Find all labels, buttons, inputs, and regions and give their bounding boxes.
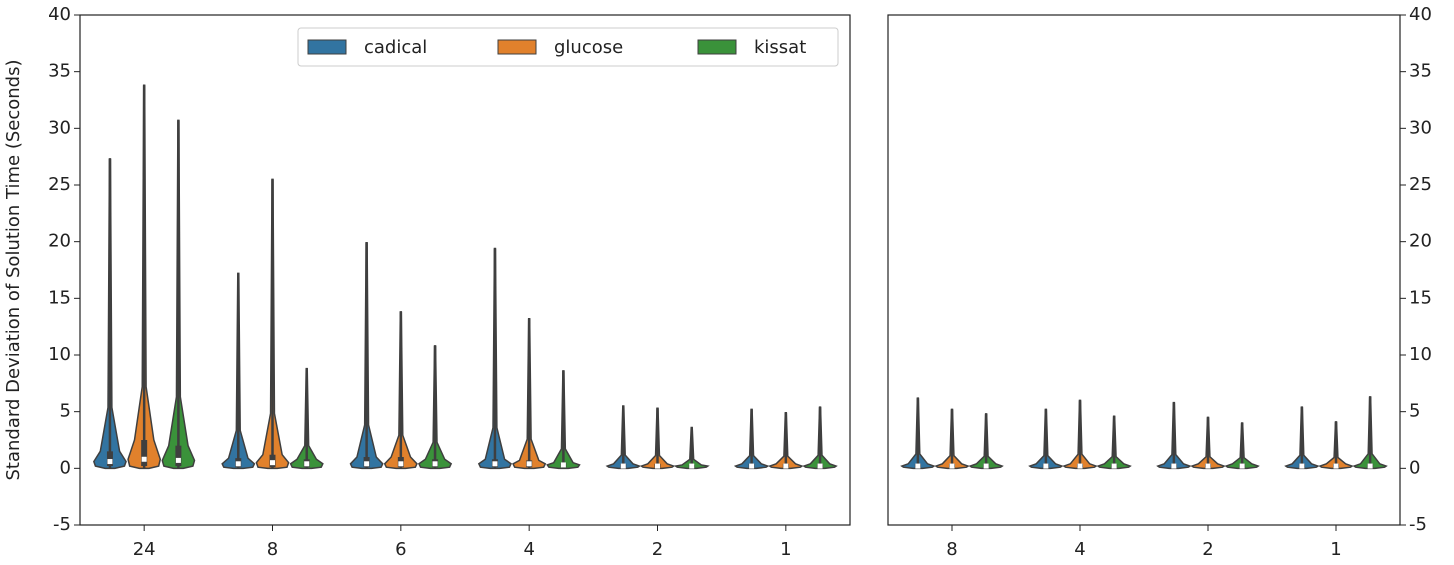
y-tick-label: 40	[1409, 4, 1432, 25]
x-tick-label: 6	[395, 539, 406, 560]
x-tick-label: 4	[1074, 539, 1085, 560]
y-tick-label: 15	[1409, 287, 1432, 308]
median-dot	[364, 461, 370, 467]
median-dot	[1239, 463, 1245, 469]
median-dot	[1205, 463, 1211, 469]
median-dot	[783, 463, 789, 469]
iqr-box	[141, 440, 148, 467]
y-tick-label: 25	[48, 174, 71, 195]
median-dot	[398, 461, 404, 467]
y-tick-label: -5	[1409, 514, 1427, 535]
median-dot	[304, 461, 310, 467]
median-dot	[526, 461, 532, 467]
median-dot	[1077, 463, 1083, 469]
median-dot	[983, 463, 989, 469]
y-axis-label: Standard Deviation of Solution Time (Sec…	[3, 60, 24, 481]
median-dot	[749, 463, 755, 469]
median-dot	[270, 460, 275, 466]
x-tick-label: 1	[1330, 539, 1341, 560]
iqr-box	[106, 451, 113, 467]
median-dot	[1299, 463, 1305, 469]
x-tick-label: 1	[780, 539, 791, 560]
median-dot	[1111, 463, 1117, 469]
y-tick-label: 30	[48, 117, 71, 138]
median-dot	[492, 461, 498, 467]
y-tick-label: 15	[48, 287, 71, 308]
y-tick-label: 5	[60, 401, 71, 422]
legend-label: cadical	[364, 37, 427, 58]
median-dot	[1043, 463, 1049, 469]
y-tick-label: 0	[1409, 457, 1420, 478]
legend-frame	[297, 27, 839, 67]
y-tick-label: 5	[1409, 401, 1420, 422]
y-tick-label: 0	[60, 457, 71, 478]
x-tick-label: 2	[1202, 539, 1213, 560]
y-tick-label: 20	[1409, 231, 1432, 252]
iqr-box	[175, 445, 182, 467]
median-dot	[1367, 463, 1373, 469]
legend-label: kissat	[754, 37, 806, 58]
median-dot	[175, 457, 181, 463]
x-tick-label: 2	[652, 539, 663, 560]
y-tick-label: 25	[1409, 174, 1432, 195]
median-dot	[141, 456, 147, 462]
median-dot	[620, 463, 626, 469]
median-dot	[1333, 463, 1339, 469]
plot-frame	[79, 14, 851, 526]
median-dot	[915, 463, 921, 469]
y-tick-label: -5	[53, 514, 71, 535]
y-tick-label: 35	[48, 61, 71, 82]
legend-label: glucose	[554, 37, 623, 58]
x-tick-label: 8	[267, 539, 278, 560]
y-tick-label: 35	[1409, 61, 1432, 82]
y-tick-label: 30	[1409, 117, 1432, 138]
y-tick-label: 10	[48, 344, 71, 365]
y-tick-label: 20	[48, 231, 71, 252]
legend-swatch	[697, 39, 737, 55]
median-dot	[107, 459, 113, 465]
median-dot	[949, 463, 955, 469]
legend-swatch	[307, 39, 347, 55]
median-dot	[817, 463, 823, 469]
y-tick-label: 40	[48, 4, 71, 25]
plot-frame	[887, 14, 1401, 526]
median-dot	[432, 461, 438, 467]
median-dot	[235, 461, 241, 467]
x-tick-label: 8	[946, 539, 957, 560]
x-tick-label: 4	[523, 539, 534, 560]
median-dot	[689, 463, 695, 469]
y-tick-label: 10	[1409, 344, 1432, 365]
median-dot	[560, 462, 566, 468]
x-tick-label: 24	[133, 539, 156, 560]
median-dot	[655, 463, 660, 469]
legend-swatch	[497, 39, 537, 55]
median-dot	[1171, 463, 1177, 469]
